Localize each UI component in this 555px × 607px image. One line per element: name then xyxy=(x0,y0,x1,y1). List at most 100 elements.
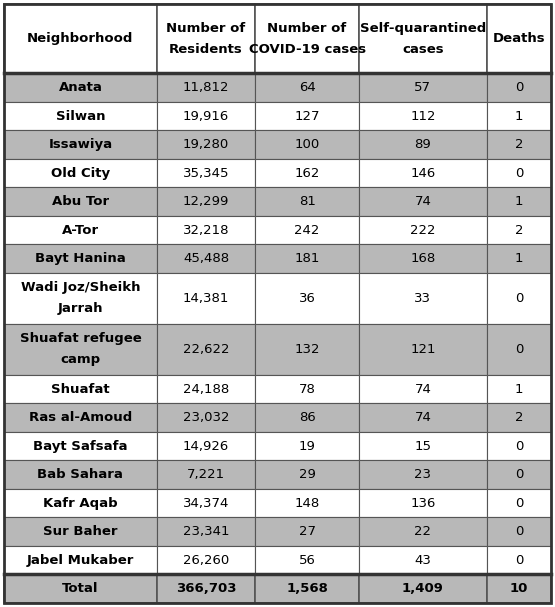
Bar xyxy=(359,188,487,216)
Text: 64: 64 xyxy=(299,81,315,94)
Bar xyxy=(157,188,255,216)
Bar xyxy=(487,216,551,245)
Text: 1,568: 1,568 xyxy=(286,582,328,595)
Bar xyxy=(157,574,255,603)
Text: 222: 222 xyxy=(410,223,436,237)
Bar xyxy=(157,216,255,245)
Bar xyxy=(4,273,157,324)
Text: Self-quarantined
cases: Self-quarantined cases xyxy=(360,22,486,56)
Text: 19: 19 xyxy=(299,439,315,453)
Bar xyxy=(487,489,551,517)
Bar xyxy=(487,131,551,159)
Text: 148: 148 xyxy=(295,497,320,510)
Bar xyxy=(255,131,359,159)
Text: 132: 132 xyxy=(294,343,320,356)
Text: Shuafat refugee
camp: Shuafat refugee camp xyxy=(19,333,142,367)
Bar xyxy=(157,324,255,375)
Text: Shuafat: Shuafat xyxy=(51,382,110,396)
Bar xyxy=(359,460,487,489)
Bar xyxy=(487,245,551,273)
Bar xyxy=(157,489,255,517)
Bar xyxy=(255,73,359,102)
Bar xyxy=(255,245,359,273)
Text: 0: 0 xyxy=(515,468,523,481)
Bar xyxy=(157,375,255,403)
Text: 100: 100 xyxy=(295,138,320,151)
Bar xyxy=(157,403,255,432)
Bar xyxy=(255,432,359,460)
Text: 242: 242 xyxy=(294,223,320,237)
Text: 366,703: 366,703 xyxy=(176,582,236,595)
Bar xyxy=(255,159,359,188)
Text: Wadi Joz/Sheikh
Jarrah: Wadi Joz/Sheikh Jarrah xyxy=(21,282,140,316)
Bar xyxy=(157,273,255,324)
Text: 1: 1 xyxy=(514,382,523,396)
Bar xyxy=(487,102,551,131)
Text: 12,299: 12,299 xyxy=(183,195,229,208)
Bar xyxy=(359,574,487,603)
Text: 127: 127 xyxy=(294,109,320,123)
Bar xyxy=(255,273,359,324)
Text: 1: 1 xyxy=(514,109,523,123)
Bar xyxy=(4,546,157,574)
Text: 136: 136 xyxy=(410,497,436,510)
Bar xyxy=(4,73,157,102)
Text: 19,916: 19,916 xyxy=(183,109,229,123)
Bar xyxy=(4,375,157,403)
Text: 56: 56 xyxy=(299,554,315,567)
Text: Bab Sahara: Bab Sahara xyxy=(37,468,123,481)
Text: 14,381: 14,381 xyxy=(183,292,229,305)
Text: Kafr Aqab: Kafr Aqab xyxy=(43,497,118,510)
Bar xyxy=(255,546,359,574)
Bar xyxy=(487,432,551,460)
Text: 22,622: 22,622 xyxy=(183,343,229,356)
Text: Abu Tor: Abu Tor xyxy=(52,195,109,208)
Text: 0: 0 xyxy=(515,497,523,510)
Text: Number of
Residents: Number of Residents xyxy=(166,22,246,56)
Text: 112: 112 xyxy=(410,109,436,123)
Text: 74: 74 xyxy=(415,382,431,396)
Text: 0: 0 xyxy=(515,525,523,538)
Text: 2: 2 xyxy=(514,223,523,237)
Bar xyxy=(255,574,359,603)
Bar xyxy=(487,273,551,324)
Text: 57: 57 xyxy=(415,81,431,94)
Bar xyxy=(359,159,487,188)
Text: 146: 146 xyxy=(410,166,436,180)
Text: Deaths: Deaths xyxy=(493,32,545,45)
Bar xyxy=(359,245,487,273)
Bar xyxy=(4,216,157,245)
Text: 23,341: 23,341 xyxy=(183,525,229,538)
Text: Sur Baher: Sur Baher xyxy=(43,525,118,538)
Bar xyxy=(157,73,255,102)
Text: 11,812: 11,812 xyxy=(183,81,229,94)
Text: 34,374: 34,374 xyxy=(183,497,229,510)
Bar xyxy=(4,4,157,73)
Bar xyxy=(157,546,255,574)
Text: 2: 2 xyxy=(514,138,523,151)
Bar xyxy=(4,102,157,131)
Bar xyxy=(4,188,157,216)
Text: 24,188: 24,188 xyxy=(183,382,229,396)
Text: 26,260: 26,260 xyxy=(183,554,229,567)
Bar xyxy=(487,4,551,73)
Text: 78: 78 xyxy=(299,382,315,396)
Bar xyxy=(4,131,157,159)
Bar xyxy=(255,375,359,403)
Bar xyxy=(4,159,157,188)
Bar xyxy=(487,375,551,403)
Bar xyxy=(4,517,157,546)
Bar xyxy=(255,216,359,245)
Text: 29: 29 xyxy=(299,468,315,481)
Bar xyxy=(157,432,255,460)
Text: 43: 43 xyxy=(415,554,431,567)
Text: 81: 81 xyxy=(299,195,315,208)
Text: 0: 0 xyxy=(515,554,523,567)
Text: 86: 86 xyxy=(299,411,315,424)
Text: 0: 0 xyxy=(515,439,523,453)
Text: Anata: Anata xyxy=(58,81,102,94)
Text: 23,032: 23,032 xyxy=(183,411,229,424)
Bar xyxy=(255,4,359,73)
Text: 162: 162 xyxy=(294,166,320,180)
Text: 36: 36 xyxy=(299,292,315,305)
